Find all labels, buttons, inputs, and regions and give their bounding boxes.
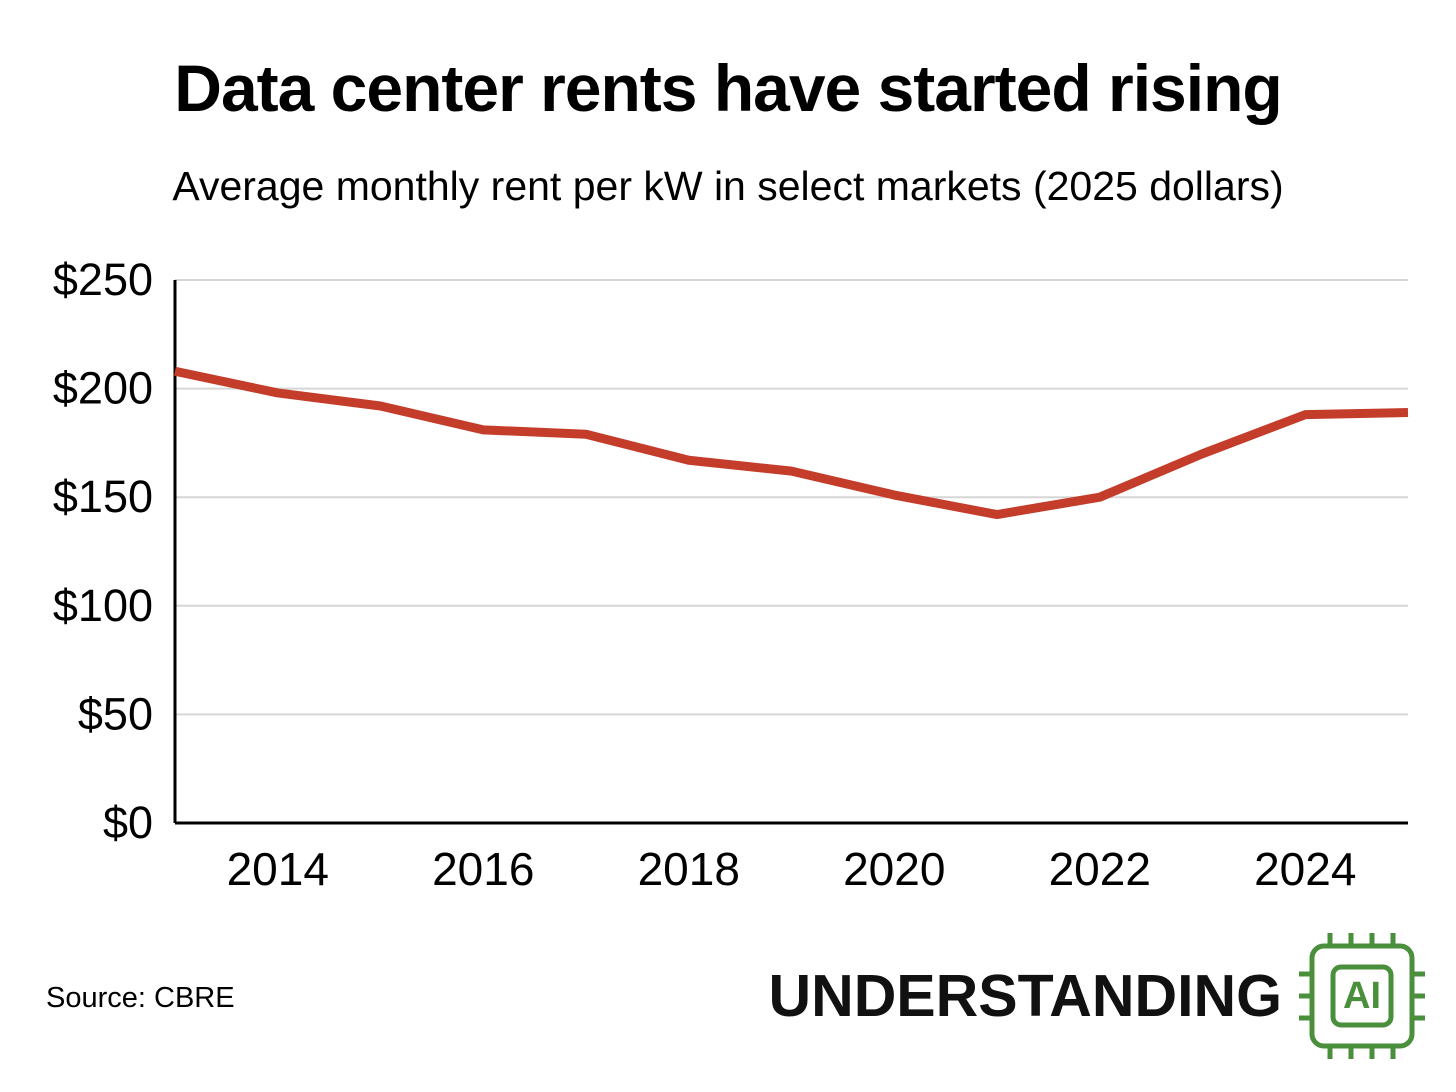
x-tick-label: 2020: [843, 843, 945, 895]
logo-wordmark: UNDERSTANDING: [768, 963, 1282, 1029]
y-tick-label: $200: [53, 363, 153, 414]
chart-title: Data center rents have started rising: [174, 51, 1282, 125]
x-tick-label: 2024: [1254, 843, 1356, 895]
y-tick-label: $150: [53, 471, 153, 522]
x-tick-label: 2016: [432, 843, 534, 895]
chart-subtitle: Average monthly rent per kW in select ma…: [172, 163, 1284, 209]
ai-chip-icon: AI: [1299, 933, 1425, 1059]
y-tick-label: $0: [103, 797, 153, 848]
y-tick-label: $50: [78, 688, 153, 739]
x-tick-label: 2022: [1049, 843, 1151, 895]
x-tick-label: 2014: [227, 843, 329, 895]
x-tick-label: 2018: [638, 843, 740, 895]
y-tick-label: $250: [53, 254, 153, 305]
chip-ai-label: AI: [1343, 975, 1381, 1017]
understanding-ai-logo: UNDERSTANDING AI: [768, 930, 1428, 1062]
y-tick-label: $100: [53, 580, 153, 631]
rent-line-series: [174, 366, 1409, 520]
source-note: Source: CBRE: [46, 982, 235, 1014]
